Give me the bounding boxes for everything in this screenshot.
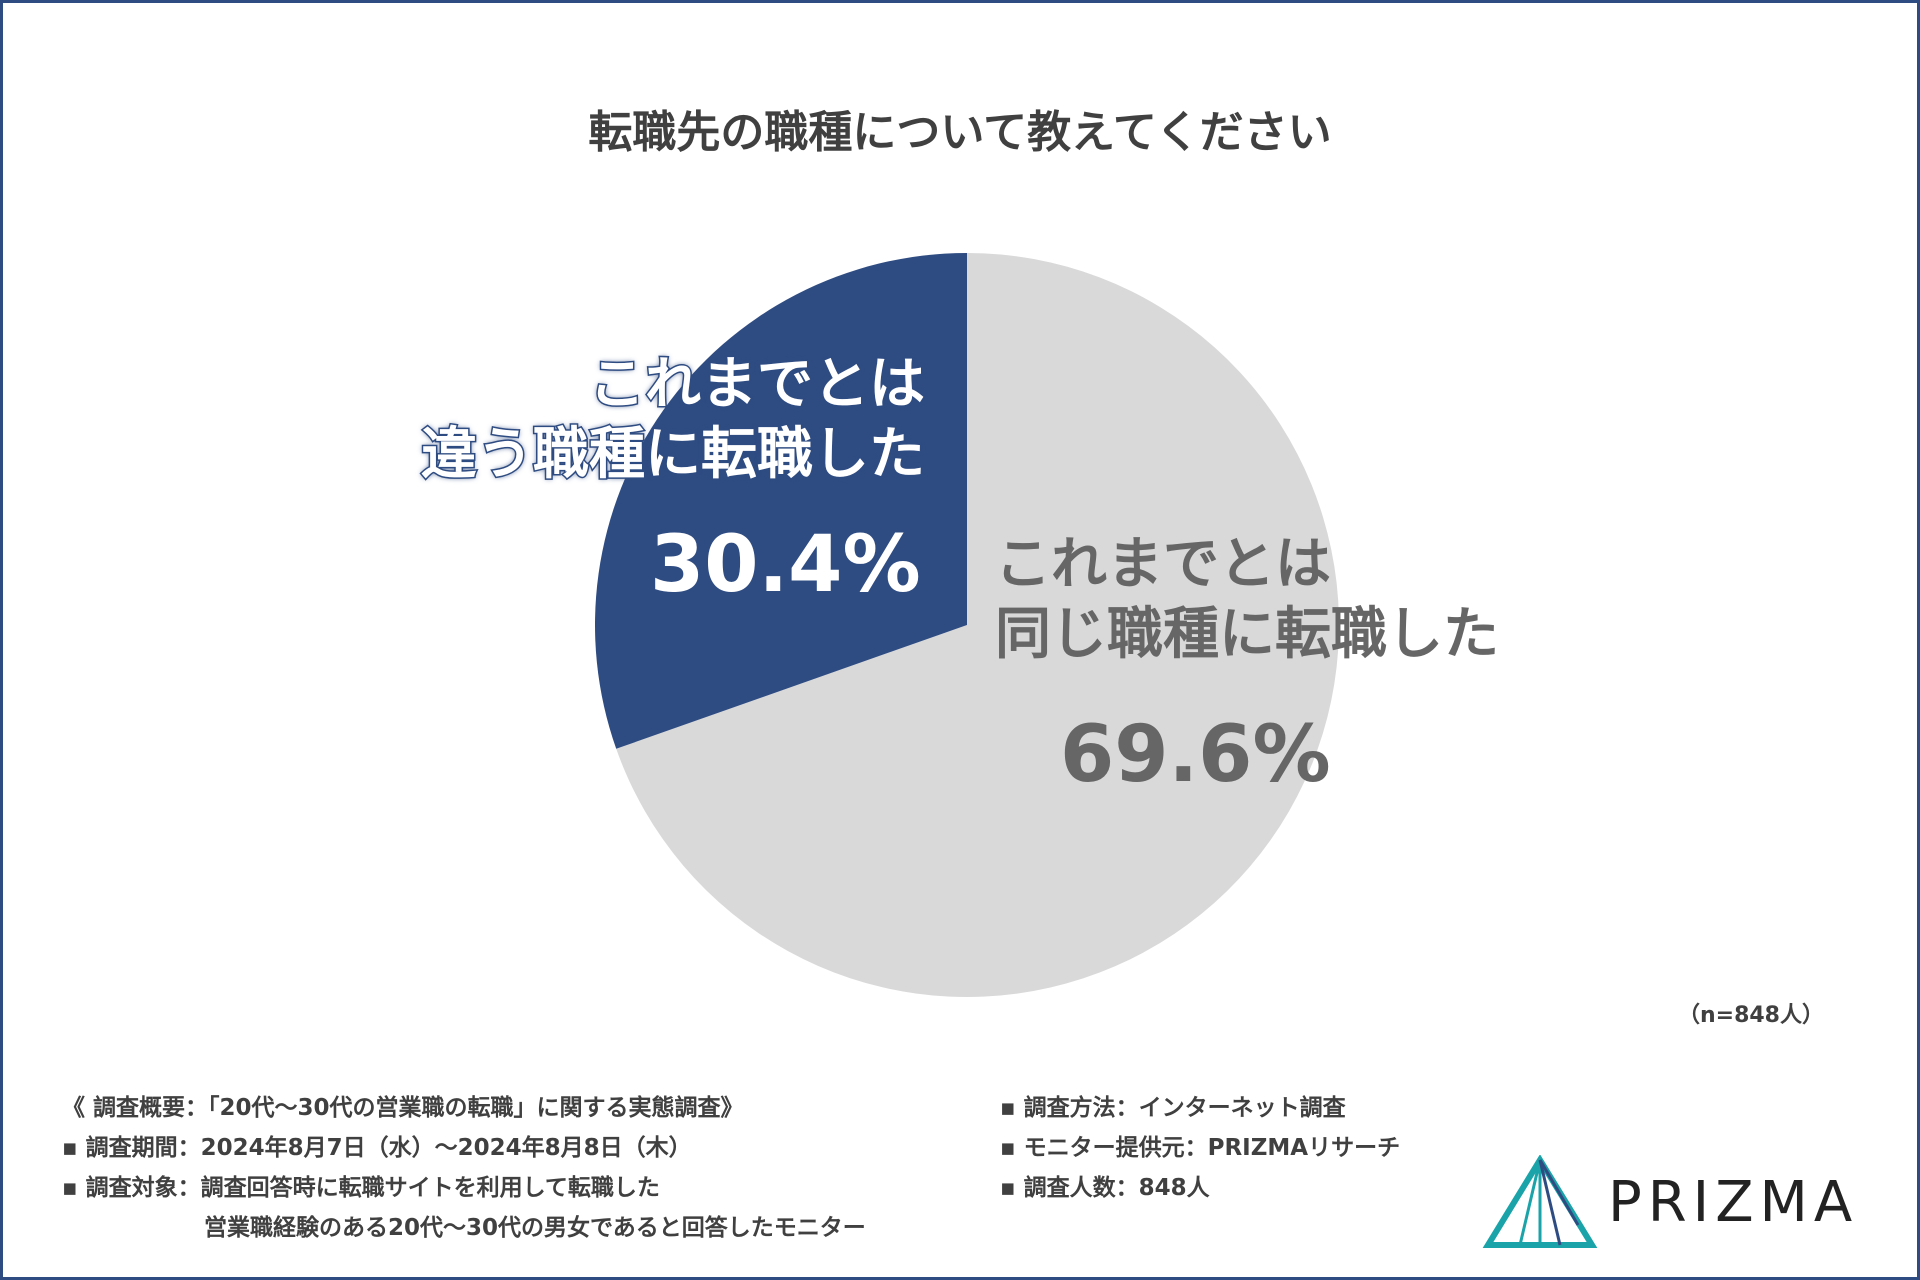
survey-notes-right: ▪ 調査方法：インターネット調査 ▪ モニター提供元：PRIZMAリサーチ ▪ …	[1000, 1088, 1500, 1208]
slice-label-same-job: これまでとは 同じ職種に転職した	[995, 530, 1499, 670]
survey-target: ▪ 調査対象：調査回答時に転職サイトを利用して転職した	[62, 1175, 660, 1201]
prizma-logo-icon	[1482, 1155, 1598, 1248]
pie-slice	[595, 253, 967, 749]
survey-notes-left: 《 調査概要：「20代～30代の営業職の転職」に関する実態調査》 ▪ 調査期間：…	[62, 1088, 1002, 1248]
slice-label-different-line1: これまでとは	[588, 351, 927, 419]
survey-period: ▪ 調査期間：2024年8月7日（水）～2024年8月8日（木）	[62, 1135, 692, 1161]
slice-value-same-job: 69.6%	[1060, 710, 1331, 800]
survey-count: ▪ 調査人数：848人	[1000, 1175, 1210, 1201]
survey-overview: 《 調査概要：「20代～30代の営業職の転職」に関する実態調査》	[62, 1095, 744, 1121]
slice-label-same-line1: これまでとは	[995, 532, 1331, 597]
chart-title: 転職先の職種について教えてください	[588, 107, 1332, 158]
sample-size: （n=848人）	[1677, 1003, 1824, 1028]
survey-method: ▪ 調査方法：インターネット調査	[1000, 1095, 1346, 1121]
brand-name: PRIZMA	[1608, 1170, 1859, 1235]
survey-provider: ▪ モニター提供元：PRIZMAリサーチ	[1000, 1135, 1401, 1161]
slice-label-different-line2: 違う職種に転職した	[420, 421, 927, 489]
survey-target-continued: 営業職経験のある20代～30代の男女であると回答したモニター	[204, 1215, 866, 1241]
pie-slice	[616, 253, 1340, 997]
slice-label-same-line2: 同じ職種に転職した	[995, 602, 1499, 667]
slice-label-different-job: これまでとは 違う職種に転職した	[420, 350, 927, 490]
slice-value-different-job: 30.4%	[650, 520, 921, 610]
